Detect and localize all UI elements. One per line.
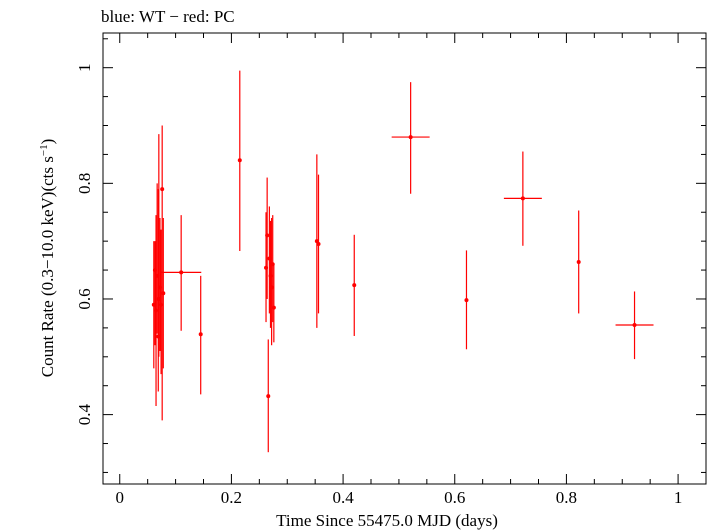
point-marker xyxy=(314,239,319,244)
y-axis-label-main: Count Rate (0.3−10.0 keV)(cts s xyxy=(38,156,57,377)
data-point xyxy=(161,215,202,331)
data-point xyxy=(316,174,321,314)
data-point xyxy=(576,210,581,314)
point-marker xyxy=(266,394,271,399)
data-point xyxy=(161,218,166,369)
axis-ticks xyxy=(103,33,707,484)
x-tick-labels: 0 0.2 0.4 0.6 0.8 1 xyxy=(116,488,683,507)
data-point xyxy=(615,291,654,360)
y-tick-label: 0.8 xyxy=(75,173,94,194)
point-marker xyxy=(316,242,321,247)
data-point xyxy=(265,177,270,299)
y-tick-label: 0.4 xyxy=(75,403,94,425)
point-marker xyxy=(265,233,270,238)
point-marker xyxy=(408,135,413,140)
x-tick-label: 1 xyxy=(674,488,683,507)
y-tick-labels: 0.4 0.6 0.8 1 xyxy=(75,63,94,425)
point-marker xyxy=(576,259,581,264)
point-marker xyxy=(179,270,184,275)
data-point xyxy=(271,264,276,343)
x-axis-label: Time Since 55475.0 MJD (days) xyxy=(276,511,498,530)
data-points xyxy=(151,70,654,453)
point-marker xyxy=(160,187,165,192)
x-tick-label: 0.8 xyxy=(556,488,577,507)
x-tick-label: 0.4 xyxy=(332,488,354,507)
x-tick-label: 0.2 xyxy=(221,488,242,507)
x-tick-label: 0.6 xyxy=(444,488,465,507)
y-tick-label: 1 xyxy=(75,63,94,72)
y-tick-label: 0.6 xyxy=(75,288,94,309)
point-marker xyxy=(198,332,203,337)
point-marker xyxy=(271,305,276,310)
y-axis-label-superscript: −1 xyxy=(38,144,50,156)
data-point xyxy=(314,154,319,328)
data-point xyxy=(464,250,469,350)
data-point xyxy=(391,82,430,194)
data-point xyxy=(352,234,357,336)
data-point xyxy=(266,339,271,453)
x-tick-label: 0 xyxy=(116,488,125,507)
point-marker xyxy=(352,283,357,288)
point-marker xyxy=(520,196,525,201)
y-axis-label-end: ) xyxy=(38,139,57,145)
data-point xyxy=(198,275,203,395)
data-point xyxy=(503,151,542,246)
point-marker xyxy=(161,291,166,296)
chart-title: blue: WT − red: PC xyxy=(101,7,235,26)
y-axis-label: Count Rate (0.3−10.0 keV)(cts s−1) xyxy=(38,139,57,378)
point-marker xyxy=(464,298,469,303)
data-point xyxy=(237,70,242,251)
point-marker xyxy=(632,322,637,327)
plot-frame xyxy=(102,32,707,485)
point-marker xyxy=(237,158,242,163)
